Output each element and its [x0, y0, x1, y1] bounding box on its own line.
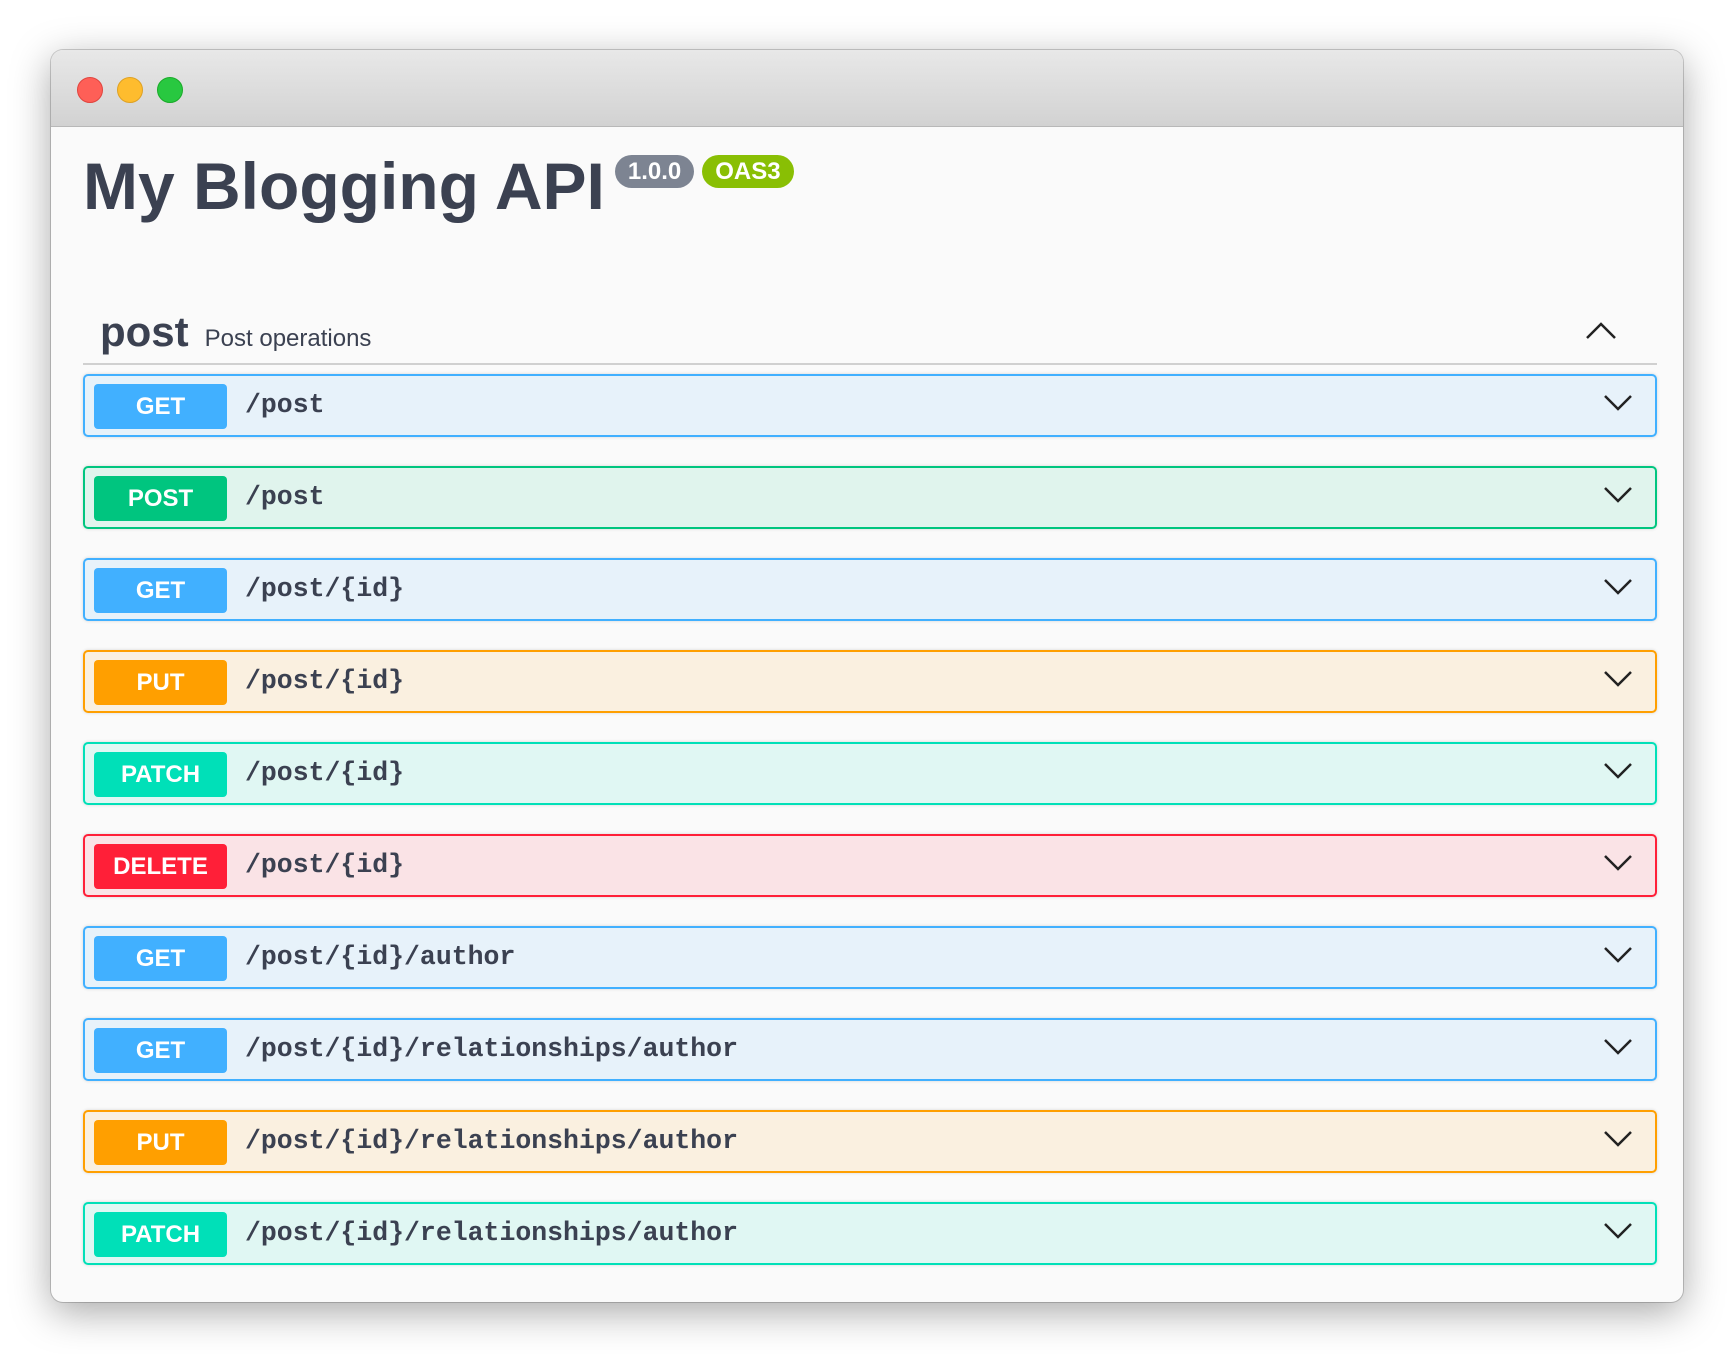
operation-patch[interactable]: PATCH/post/{id}/relationships/author	[83, 1202, 1657, 1265]
chevron-down-icon[interactable]	[1603, 945, 1633, 965]
operation-path: /post	[245, 390, 325, 420]
operation-path: /post/{id}	[245, 850, 405, 880]
method-badge: PATCH	[94, 1212, 227, 1257]
method-badge: PUT	[94, 1120, 227, 1165]
operation-path: /post/{id}	[245, 758, 405, 788]
browser-window: My Blogging API 1.0.0 OAS3 post Post ope…	[51, 50, 1683, 1302]
operation-path: /post/{id}	[245, 666, 405, 696]
operation-path: /post/{id}/relationships/author	[245, 1034, 738, 1064]
chevron-down-icon[interactable]	[1603, 1129, 1633, 1149]
operation-post[interactable]: POST/post	[83, 466, 1657, 529]
page-title: My Blogging API	[83, 149, 605, 223]
method-badge: GET	[94, 936, 227, 981]
chevron-down-icon[interactable]	[1603, 1221, 1633, 1241]
method-badge: PATCH	[94, 752, 227, 797]
maximize-window-button[interactable]	[157, 77, 183, 103]
operation-get[interactable]: GET/post/{id}	[83, 558, 1657, 621]
chevron-down-icon[interactable]	[1603, 761, 1633, 781]
section-header-post[interactable]: post Post operations	[83, 272, 1657, 365]
operations-list: GET/post POST/post GET/post/{id} PUT/post/{…	[83, 374, 1657, 1294]
close-window-button[interactable]	[77, 77, 103, 103]
method-badge: PUT	[94, 660, 227, 705]
operation-path: /post/{id}	[245, 574, 405, 604]
operation-patch[interactable]: PATCH/post/{id}	[83, 742, 1657, 805]
method-badge: GET	[94, 1028, 227, 1073]
operation-path: /post/{id}/relationships/author	[245, 1218, 738, 1248]
chevron-up-icon[interactable]	[1585, 320, 1617, 340]
section-description: Post operations	[204, 325, 372, 352]
chevron-down-icon[interactable]	[1603, 853, 1633, 873]
chevron-down-icon[interactable]	[1603, 669, 1633, 689]
chevron-down-icon[interactable]	[1603, 577, 1633, 597]
operation-path: /post	[245, 482, 325, 512]
operation-put[interactable]: PUT/post/{id}/relationships/author	[83, 1110, 1657, 1173]
operation-path: /post/{id}/author	[245, 942, 516, 972]
version-badge: 1.0.0	[614, 155, 695, 188]
operation-get[interactable]: GET/post/{id}/author	[83, 926, 1657, 989]
chevron-down-icon[interactable]	[1603, 1037, 1633, 1057]
title-row: My Blogging API 1.0.0 OAS3	[83, 146, 794, 226]
operation-get[interactable]: GET/post	[83, 374, 1657, 437]
method-badge: POST	[94, 476, 227, 521]
section-heading: post Post operations	[100, 308, 371, 356]
method-badge: GET	[94, 568, 227, 613]
operation-put[interactable]: PUT/post/{id}	[83, 650, 1657, 713]
minimize-window-button[interactable]	[117, 77, 143, 103]
operation-delete[interactable]: DELETE/post/{id}	[83, 834, 1657, 897]
spec-badge: OAS3	[702, 155, 794, 188]
chevron-down-icon[interactable]	[1603, 485, 1633, 505]
operation-get[interactable]: GET/post/{id}/relationships/author	[83, 1018, 1657, 1081]
chevron-down-icon[interactable]	[1603, 393, 1633, 413]
title-bar	[51, 50, 1683, 127]
method-badge: DELETE	[94, 844, 227, 889]
method-badge: GET	[94, 384, 227, 429]
section-name: post	[100, 308, 189, 355]
operation-path: /post/{id}/relationships/author	[245, 1126, 738, 1156]
